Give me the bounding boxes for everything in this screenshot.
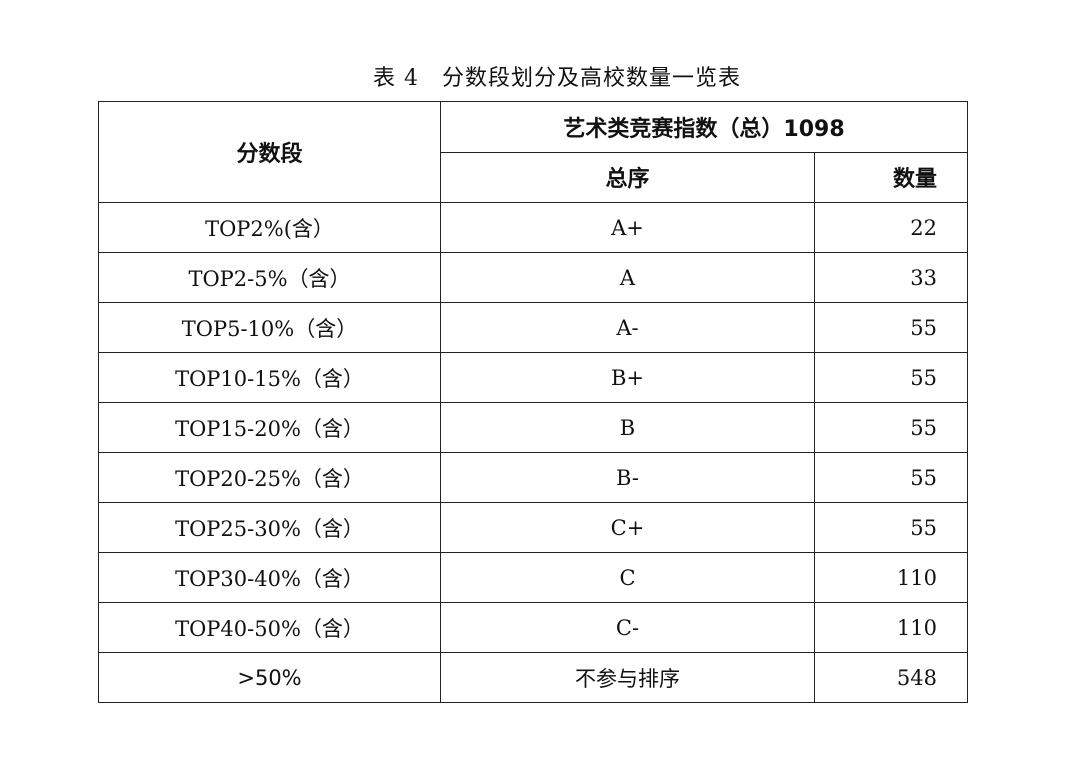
header-group: 艺术类竞赛指数（总）1098: [439, 101, 969, 153]
header-row-1: 分数段 艺术类竞赛指数（总）1098: [98, 101, 969, 203]
cell-rank: B: [440, 402, 815, 453]
cell-count: 110: [813, 602, 969, 653]
table-row: TOP2-5%（含） A 33: [98, 252, 969, 303]
cell-rank: B-: [440, 452, 815, 503]
table-row: TOP20-25%（含） B- 55: [98, 452, 969, 503]
cell-count: 22: [813, 202, 969, 253]
cell-rank: C-: [440, 602, 815, 653]
cell-rank: A-: [440, 302, 815, 353]
cell-score-range: TOP15-20%（含）: [98, 402, 441, 453]
cell-count: 55: [813, 452, 969, 503]
cell-rank: A+: [440, 202, 815, 253]
cell-rank: B+: [440, 352, 815, 403]
cell-count: 33: [813, 252, 969, 303]
cell-score-range: TOP2-5%（含）: [98, 252, 441, 303]
cell-score-range: TOP20-25%（含）: [98, 452, 441, 503]
table-row: TOP40-50%（含） C- 110: [98, 602, 969, 653]
cell-count: 55: [813, 402, 969, 453]
cell-score-range: TOP25-30%（含）: [98, 502, 441, 553]
header-count: 数量: [813, 151, 969, 203]
score-table: 分数段 艺术类竞赛指数（总）1098 总序 数量 TOP2%(含） A+ 22 TOP…: [98, 101, 969, 703]
cell-count: 55: [813, 502, 969, 553]
cell-count: 110: [813, 552, 969, 603]
header-row-2: 总序 数量: [99, 151, 969, 203]
cell-rank: A: [440, 252, 815, 303]
cell-score-range: TOP5-10%（含）: [98, 302, 441, 353]
table-row: TOP5-10%（含） A- 55: [98, 302, 969, 353]
cell-score-range: >50%: [98, 652, 441, 703]
table-row: TOP30-40%（含） C 110: [98, 552, 969, 603]
cell-count: 55: [813, 352, 969, 403]
table-caption: 表 4 分数段划分及高校数量一览表: [373, 66, 741, 91]
table-row: TOP15-20%（含） B 55: [98, 402, 969, 453]
table-row: TOP10-15%（含） B+ 55: [98, 352, 969, 403]
table-row: >50% 不参与排序 548: [98, 652, 969, 703]
cell-count: 55: [813, 302, 969, 353]
cell-rank: 不参与排序: [440, 652, 815, 703]
table-row: TOP25-30%（含） C+ 55: [98, 502, 969, 553]
cell-score-range: TOP10-15%（含）: [98, 352, 441, 403]
header-score-range: 分数段: [98, 101, 441, 203]
cell-rank: C: [440, 552, 815, 603]
header-rank: 总序: [440, 151, 815, 203]
cell-rank: C+: [440, 502, 815, 553]
cell-score-range: TOP30-40%（含）: [98, 552, 441, 603]
cell-score-range: TOP2%(含）: [98, 202, 441, 253]
table-row: TOP2%(含） A+ 22: [98, 202, 969, 253]
cell-count: 548: [813, 652, 969, 703]
cell-score-range: TOP40-50%（含）: [98, 602, 441, 653]
